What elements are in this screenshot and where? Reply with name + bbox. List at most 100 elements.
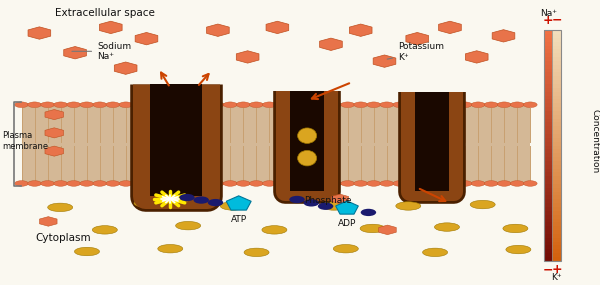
Bar [544, 142, 552, 146]
Bar [544, 184, 552, 188]
Ellipse shape [341, 102, 355, 107]
Polygon shape [373, 55, 396, 67]
Text: −: − [551, 14, 562, 27]
Bar [552, 119, 560, 123]
Bar [552, 134, 560, 138]
Ellipse shape [298, 150, 317, 166]
Bar [552, 149, 560, 153]
Polygon shape [100, 21, 122, 34]
Bar [544, 99, 552, 103]
Circle shape [289, 196, 305, 203]
Polygon shape [28, 27, 51, 39]
Bar [552, 138, 560, 142]
Ellipse shape [74, 247, 100, 256]
Ellipse shape [176, 221, 200, 230]
Ellipse shape [406, 102, 420, 107]
Bar [544, 119, 552, 123]
Bar [552, 249, 560, 253]
Ellipse shape [354, 181, 368, 186]
Bar [544, 57, 552, 61]
Ellipse shape [432, 181, 446, 186]
Bar [552, 92, 560, 95]
Ellipse shape [289, 102, 302, 107]
Ellipse shape [41, 102, 55, 107]
Polygon shape [335, 201, 358, 214]
Bar [1, 1, 533, 282]
Bar [552, 103, 560, 107]
Ellipse shape [393, 181, 407, 186]
Bar [544, 103, 552, 107]
Bar [544, 65, 552, 69]
Bar [552, 211, 560, 215]
Polygon shape [236, 51, 259, 63]
Polygon shape [331, 194, 349, 204]
Polygon shape [379, 225, 396, 235]
Bar [544, 130, 552, 134]
Ellipse shape [471, 102, 485, 107]
Bar [552, 69, 560, 72]
Bar [544, 180, 552, 184]
Ellipse shape [302, 181, 316, 186]
Text: Extracellular space: Extracellular space [55, 8, 155, 18]
Ellipse shape [393, 102, 407, 107]
Ellipse shape [263, 102, 276, 107]
Bar [552, 199, 560, 203]
Bar [544, 107, 552, 111]
Ellipse shape [54, 102, 67, 107]
Bar [552, 80, 560, 84]
Ellipse shape [419, 102, 433, 107]
Ellipse shape [54, 181, 67, 186]
Bar [544, 234, 552, 238]
Bar [552, 245, 560, 249]
Ellipse shape [298, 128, 317, 143]
Bar [544, 46, 552, 49]
Bar [552, 53, 560, 57]
Polygon shape [45, 128, 64, 138]
Polygon shape [45, 109, 64, 120]
Ellipse shape [134, 199, 159, 207]
Bar [544, 53, 552, 57]
Ellipse shape [220, 202, 245, 210]
Bar [552, 126, 560, 130]
Polygon shape [135, 32, 158, 45]
Ellipse shape [106, 181, 119, 186]
Polygon shape [320, 38, 342, 50]
Ellipse shape [92, 226, 118, 234]
Circle shape [361, 209, 376, 216]
Bar [552, 49, 560, 53]
Ellipse shape [119, 102, 133, 107]
Ellipse shape [262, 226, 287, 234]
Ellipse shape [471, 181, 485, 186]
Bar [544, 253, 552, 257]
Bar [552, 168, 560, 172]
Bar [552, 172, 560, 176]
Bar [552, 99, 560, 103]
Ellipse shape [244, 248, 269, 256]
Ellipse shape [484, 102, 498, 107]
Circle shape [208, 199, 223, 206]
Polygon shape [349, 24, 372, 36]
Bar [552, 130, 560, 134]
Ellipse shape [171, 102, 185, 107]
Ellipse shape [80, 102, 94, 107]
Ellipse shape [250, 181, 263, 186]
Bar [544, 34, 552, 38]
Bar [552, 257, 560, 261]
Ellipse shape [158, 245, 183, 253]
Bar [552, 95, 560, 99]
Ellipse shape [445, 102, 459, 107]
Bar [544, 222, 552, 226]
Bar [544, 72, 552, 76]
Bar [544, 153, 552, 157]
Ellipse shape [184, 181, 198, 186]
Bar [552, 157, 560, 161]
Ellipse shape [315, 181, 328, 186]
Bar [544, 226, 552, 230]
Bar [22, 103, 530, 185]
Bar [544, 196, 552, 199]
Bar [552, 65, 560, 69]
Bar [552, 84, 560, 88]
Bar [544, 165, 552, 168]
Ellipse shape [367, 102, 380, 107]
Bar [544, 146, 552, 149]
